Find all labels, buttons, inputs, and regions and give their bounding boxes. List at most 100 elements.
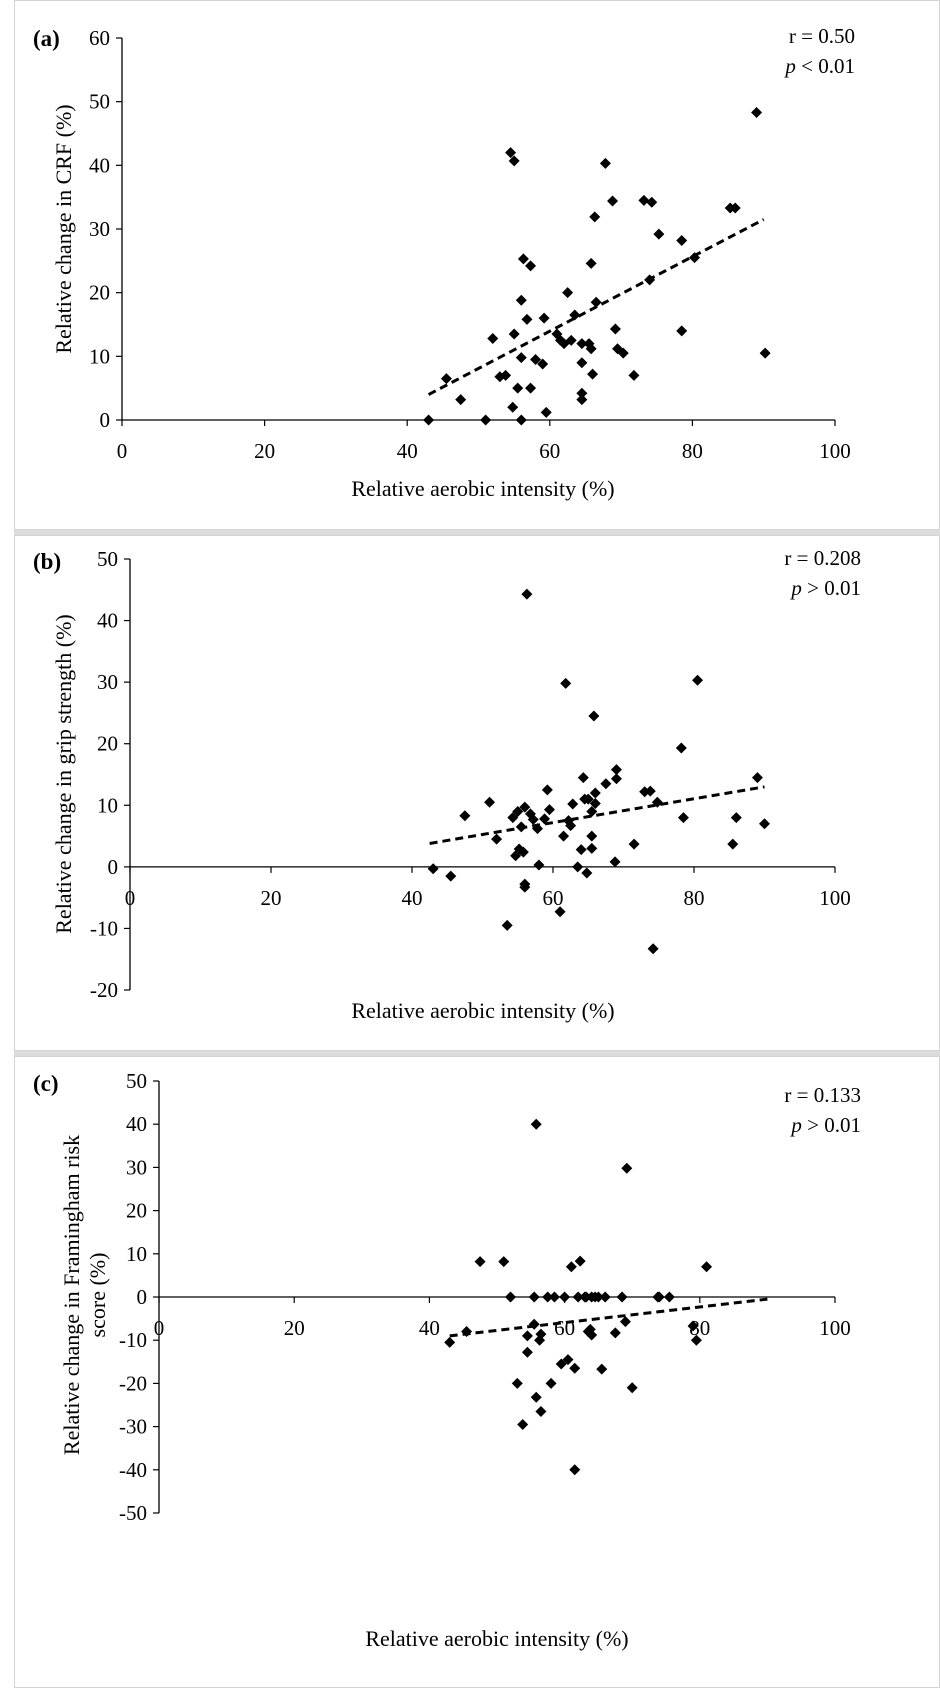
data-point [585, 257, 597, 269]
data-point [689, 252, 701, 264]
scatter-chart-b: -20 -10 0 10 20 30 40 50 0 20 40 60 80 100 Relative ae… [33, 546, 861, 1023]
data-point [751, 106, 763, 118]
x-tick-label: 80 [682, 439, 703, 463]
y-tick-label: -20 [90, 978, 118, 1002]
data-point [628, 369, 640, 381]
data-point [584, 1323, 596, 1335]
data-point [517, 846, 529, 858]
x-axis-label: Relative aerobic intensity (%) [365, 1626, 628, 1651]
data-point [531, 823, 543, 835]
x-tick-label: 40 [402, 886, 423, 910]
x-axis-label: Relative aerobic intensity (%) [351, 998, 614, 1023]
data-point [423, 414, 435, 426]
data-point [515, 294, 527, 306]
data-point [539, 813, 551, 825]
data-point [484, 796, 496, 808]
data-point [663, 1291, 675, 1303]
y-tick-label: -40 [119, 1458, 147, 1482]
data-point [541, 784, 553, 796]
y-tick-label: 10 [126, 1242, 147, 1266]
data-point [644, 274, 656, 286]
data-point [559, 1291, 571, 1303]
data-point [617, 347, 629, 359]
y-tick-label: 40 [126, 1112, 147, 1136]
data-point [751, 772, 763, 784]
data-point [676, 325, 688, 337]
data-point [474, 1256, 486, 1268]
y-tick-label: 0 [100, 408, 111, 432]
data-point [515, 352, 527, 364]
data-point [589, 787, 601, 799]
data-point [692, 674, 704, 686]
stat-r-label: r = 0.50 [789, 24, 855, 48]
trend-line [449, 1297, 768, 1338]
data-point [621, 1162, 633, 1174]
data-point [445, 870, 457, 882]
data-point [575, 844, 587, 856]
data-point [511, 1377, 523, 1389]
stat-p-label: p < 0.01 [783, 54, 855, 78]
data-point [444, 1336, 456, 1348]
data-point [569, 1362, 581, 1374]
data-point [525, 382, 537, 394]
x-tick-label: 0 [117, 439, 128, 463]
x-tick-label: 20 [254, 439, 275, 463]
data-point [505, 1291, 517, 1303]
data-point [543, 804, 555, 816]
data-point [647, 943, 659, 955]
data-point [487, 333, 499, 345]
y-tick-label: -20 [119, 1371, 147, 1395]
data-point [519, 881, 531, 893]
data-point [565, 334, 577, 346]
data-point [759, 347, 771, 359]
data-point [574, 1255, 586, 1267]
data-point [600, 778, 612, 790]
data-point [501, 919, 513, 931]
y-tick-label: 30 [97, 670, 118, 694]
panel-label: (c) [33, 1071, 59, 1096]
data-point [562, 1354, 574, 1366]
data-point [521, 1330, 533, 1342]
data-point [498, 1256, 510, 1268]
data-point [555, 1358, 567, 1370]
data-point [542, 1291, 554, 1303]
y-tick-label: 10 [97, 793, 118, 817]
data-point [427, 863, 439, 875]
data-point [540, 406, 552, 418]
data-point [588, 710, 600, 722]
data-point [609, 323, 621, 335]
data-point [567, 798, 579, 810]
y-tick-label: 30 [126, 1155, 147, 1179]
stat-r-label: r = 0.208 [784, 546, 861, 570]
chart-panel-b: -20 -10 0 10 20 30 40 50 0 20 40 60 80 100 Relative ae… [14, 535, 940, 1051]
data-point [646, 196, 658, 208]
data-point [508, 155, 520, 167]
data-point [440, 373, 452, 385]
data-point [586, 842, 598, 854]
stat-p-label: p > 0.01 [789, 1113, 861, 1137]
data-point [521, 1346, 533, 1358]
data-point [554, 906, 566, 918]
data-point [508, 328, 520, 340]
data-point [701, 1261, 713, 1273]
data-point [653, 228, 665, 240]
panel-divider [14, 530, 940, 535]
data-point [676, 234, 688, 246]
chart-panel-c: -50 -40 -30 -20 -10 0 10 20 30 40 50 0 20 40 60 80 100 Re… [14, 1056, 940, 1688]
x-tick-label: 20 [284, 1316, 305, 1340]
y-tick-label: -30 [119, 1415, 147, 1439]
data-point [491, 833, 503, 845]
data-point [730, 812, 742, 824]
data-point [576, 357, 588, 369]
x-tick-label: 60 [554, 1316, 575, 1340]
y-tick-label: -50 [119, 1501, 147, 1525]
data-point [581, 867, 593, 879]
data-point [521, 588, 533, 600]
data-point [653, 1291, 665, 1303]
data-point [586, 830, 598, 842]
data-point [577, 772, 589, 784]
data-point [607, 195, 619, 207]
data-point [519, 801, 531, 813]
data-point [576, 394, 588, 406]
data-point [609, 856, 621, 868]
